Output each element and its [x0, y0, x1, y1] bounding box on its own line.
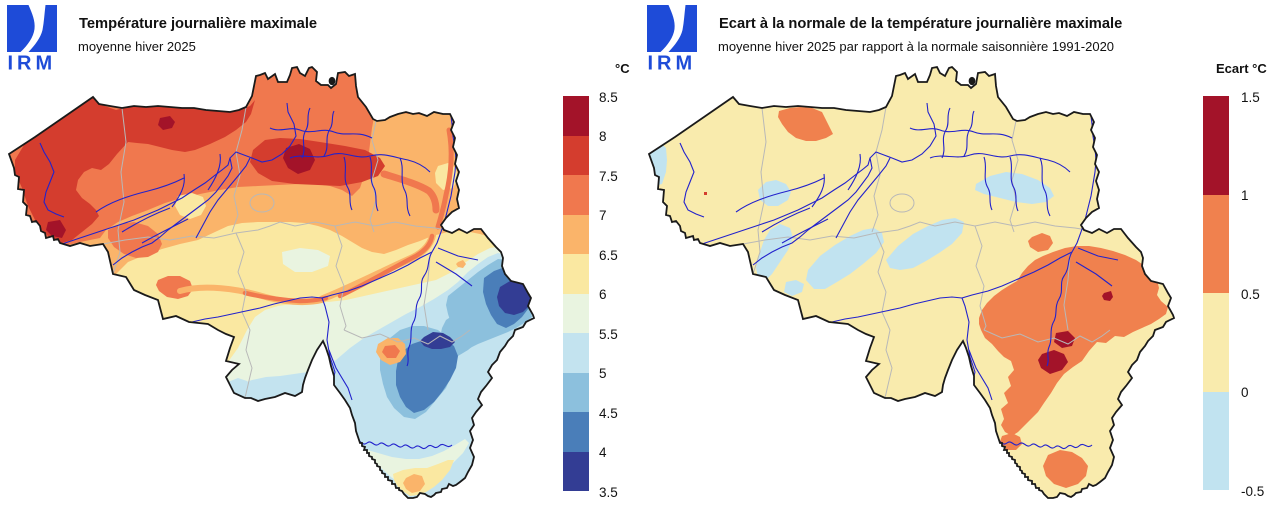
svg-text:IRM: IRM	[648, 53, 697, 72]
svg-text:IRM: IRM	[8, 53, 57, 72]
